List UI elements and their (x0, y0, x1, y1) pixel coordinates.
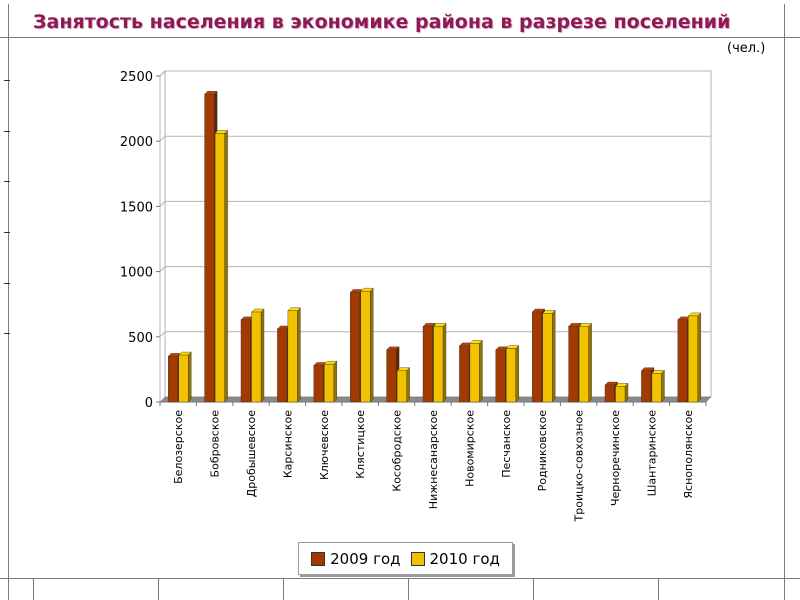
bar-2010-4 (287, 307, 301, 403)
bar-front (214, 133, 225, 403)
bar-2010-1 (178, 351, 192, 403)
y-tick-label: 1500 (120, 200, 153, 215)
y-gridline-side (159, 70, 166, 77)
bar-2010-8 (433, 322, 447, 403)
bar-front (469, 343, 480, 403)
x-category-label: Клястицкое (354, 410, 367, 479)
y-tick-label: 500 (128, 331, 153, 346)
x-category-label: Нижнесанарское (427, 410, 440, 509)
bar-2010-13 (615, 382, 629, 403)
bar-side (297, 307, 301, 403)
bar-side (406, 367, 410, 403)
bar-front (532, 311, 542, 403)
y-gridline-side (159, 201, 166, 207)
bar-2010-9 (469, 339, 483, 403)
bar-2010-14 (651, 369, 665, 403)
bar-front (251, 311, 262, 403)
bar-front (651, 373, 662, 403)
bar-front (641, 370, 652, 403)
unit-label: (чел.) (727, 41, 766, 56)
y-tick-label: 2500 (120, 70, 153, 85)
bar-2010-7 (396, 367, 411, 403)
bar-front (688, 315, 698, 403)
bar-front (615, 386, 626, 403)
bar-front (324, 363, 334, 403)
bar-front (578, 326, 589, 403)
bar-side (333, 360, 337, 403)
bar-2010-11 (542, 309, 556, 403)
bar-front (495, 349, 506, 403)
bar-side (187, 351, 192, 403)
bar-side (370, 287, 374, 403)
bar-front (350, 292, 360, 403)
bar-front (422, 326, 433, 403)
y-gridline-side (159, 266, 166, 272)
bar-front (287, 310, 298, 403)
bar-front (433, 326, 444, 403)
x-category-label: Родниковское (536, 410, 549, 492)
x-category-label: Белозерское (172, 410, 185, 484)
bar-front (167, 356, 178, 403)
slide-title: Занятость населения в экономике района в… (33, 11, 731, 33)
bars-layer (167, 90, 702, 403)
x-category-label: Яснополянское (682, 410, 695, 499)
bar-front (360, 290, 371, 403)
legend-swatch-2009 (311, 551, 326, 566)
x-category-label: Черноречинское (609, 410, 622, 506)
bar-front (506, 348, 516, 403)
x-category-label: Песчанское (500, 410, 513, 478)
bar-2010-6 (360, 287, 374, 403)
bar-2010-15 (687, 312, 702, 403)
x-category-label: Бобровское (209, 410, 222, 478)
bar-2010-2 (214, 129, 229, 403)
bar-side (552, 309, 556, 403)
bar-side (224, 129, 228, 403)
bar-front (386, 349, 397, 403)
bar-front (459, 345, 470, 403)
x-category-label: Кособродское (391, 410, 404, 492)
bar-2010-3 (251, 308, 265, 403)
bar-front (240, 319, 251, 403)
x-category-label: Ключевское (318, 410, 331, 480)
bar-2010-10 (505, 345, 520, 403)
bar-side (697, 312, 701, 403)
x-category-label: Новомирское (463, 410, 476, 487)
legend-item-2009: 2009 год (311, 549, 401, 568)
y-tick-label: 1000 (120, 266, 153, 281)
y-gridline-side (159, 135, 166, 142)
legend-label-2010: 2010 год (429, 549, 500, 568)
bar-side (479, 339, 483, 403)
y-tick-label: 0 (145, 396, 153, 411)
bar-side (588, 322, 592, 403)
bar-front (677, 319, 688, 403)
legend-item-2010: 2010 год (410, 549, 500, 568)
chart-legend: 2009 год 2010 год (298, 542, 513, 575)
bar-2010-12 (578, 322, 593, 403)
x-category-label: Шантаринское (645, 410, 658, 497)
bar-front (396, 370, 407, 403)
y-tick-label: 2000 (120, 135, 153, 150)
legend-swatch-2010 (410, 551, 425, 566)
bar-side (661, 369, 665, 403)
bar-front (542, 313, 553, 403)
bar-front (204, 94, 215, 403)
bar-front (277, 328, 288, 403)
y-gridline-side (159, 331, 166, 338)
bar-front (178, 354, 189, 403)
bar-2010-5 (323, 360, 338, 403)
bar-side (260, 308, 265, 403)
x-category-label: Троицко-совхозное (573, 410, 586, 523)
x-category-label: Карсинское (281, 410, 294, 478)
bar-front (604, 384, 615, 403)
bar-side (515, 345, 519, 403)
labels-layer: 0 500 1000 1500 2000 2500 Белозерское Бобровско… (120, 70, 695, 522)
bar-front (313, 365, 324, 403)
bar-front (568, 326, 579, 403)
x-category-label: Дробышевское (245, 410, 258, 498)
legend-label-2009: 2009 год (330, 549, 401, 568)
bar-side (442, 322, 447, 403)
